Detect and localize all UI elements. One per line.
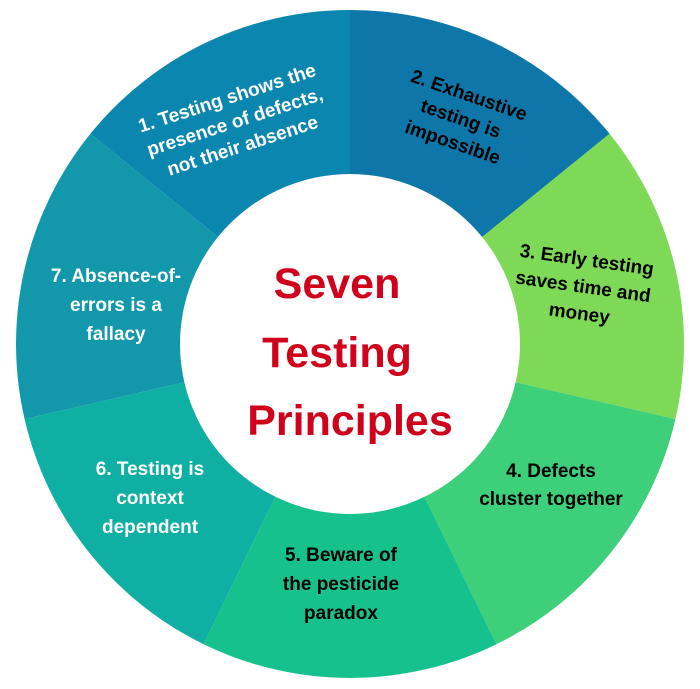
center-circle bbox=[180, 174, 520, 514]
segment-6-label: 6. Testing is context dependent bbox=[96, 459, 204, 538]
segment-4-label-line: cluster together bbox=[479, 489, 623, 510]
segment-5-label: 5. Beware of the pesticide paradox bbox=[283, 545, 399, 624]
segment-6-label-line: dependent bbox=[102, 517, 199, 538]
segment-6-label-line: 6. Testing is bbox=[96, 459, 204, 480]
segment-4-label-line: 4. Defects bbox=[506, 461, 596, 482]
segment-6-label-line: context bbox=[116, 488, 184, 509]
segment-7-label-line: fallacy bbox=[86, 324, 146, 345]
center-title-line-1: Seven bbox=[274, 260, 401, 308]
segment-7-label-line: 7. Absence-of- bbox=[51, 266, 181, 287]
center-title-line-3: Principles bbox=[247, 397, 453, 445]
segment-4-label: 4. Defects cluster together bbox=[479, 461, 623, 510]
segment-7-label-line: errors is a bbox=[70, 295, 162, 316]
segment-5-label-line: 5. Beware of bbox=[285, 545, 398, 566]
segment-5-label-line: the pesticide bbox=[283, 574, 399, 595]
segment-5-label-line: paradox bbox=[304, 603, 378, 624]
segment-7-label: 7. Absence-of-errors is a fallacy bbox=[51, 266, 181, 345]
center-title-line-2: Testing bbox=[262, 329, 412, 377]
center-title: Seven Testing Principles bbox=[247, 260, 453, 445]
